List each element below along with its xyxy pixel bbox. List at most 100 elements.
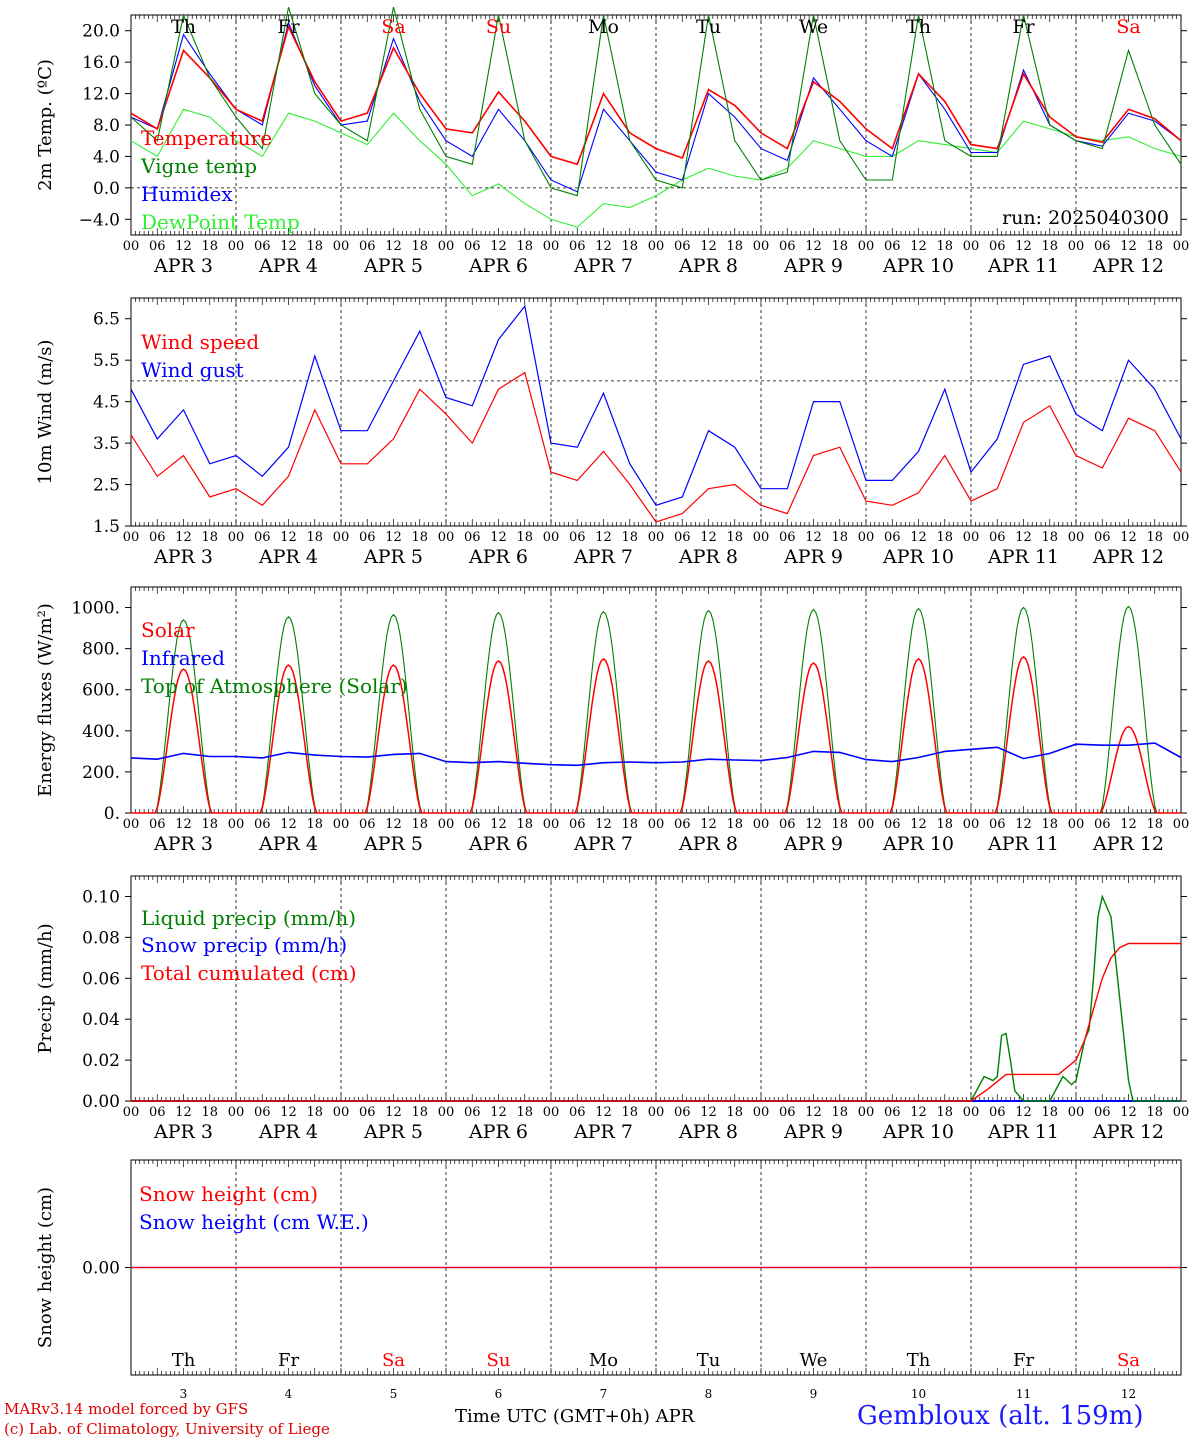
hour-tick-label: 06 xyxy=(674,239,691,254)
hour-tick-label: 18 xyxy=(726,530,743,545)
date-label: APR 8 xyxy=(678,255,738,277)
y-tick-label: 0.06 xyxy=(82,969,120,989)
date-label: APR 4 xyxy=(258,546,318,568)
series-line-wind-speed xyxy=(130,371,1182,523)
hour-tick-label: 00 xyxy=(753,817,770,832)
hour-tick-label: 06 xyxy=(149,530,166,545)
hour-tick-label: 12 xyxy=(385,817,402,832)
date-label: APR 12 xyxy=(1092,255,1164,277)
hour-tick-label: 06 xyxy=(1094,1105,1111,1120)
y-tick-label: 1000. xyxy=(71,599,120,619)
y-tick-label: 0.04 xyxy=(82,1010,120,1030)
hour-tick-label: 12 xyxy=(175,530,192,545)
hour-tick-label: 18 xyxy=(411,239,428,254)
weekday-label: Sa xyxy=(382,1350,405,1371)
hour-tick-label: 06 xyxy=(254,1105,271,1120)
hour-tick-label: 18 xyxy=(621,239,638,254)
legend-infrared: Infrared xyxy=(141,646,225,670)
hour-tick-label: 06 xyxy=(254,239,271,254)
y-tick-label: 2.5 xyxy=(93,476,120,496)
date-label: APR 5 xyxy=(363,255,423,277)
hour-tick-label: 00 xyxy=(543,239,560,254)
hour-tick-label: 06 xyxy=(569,1105,586,1120)
hour-tick-label: 12 xyxy=(1015,239,1032,254)
legend-vigne-temp: Vigne temp xyxy=(140,154,257,178)
hour-tick-label: 06 xyxy=(779,530,796,545)
series-line-total-cumulated-cm- xyxy=(131,942,1181,1102)
hour-tick-label: 00 xyxy=(438,530,455,545)
hour-tick-label: 12 xyxy=(1120,1105,1137,1120)
hour-tick-label: 06 xyxy=(1094,239,1111,254)
hour-tick-label: 00 xyxy=(228,239,245,254)
hour-tick-label: 12 xyxy=(700,530,717,545)
date-label: APR 12 xyxy=(1092,1121,1164,1143)
hour-tick-label: 00 xyxy=(228,530,245,545)
hour-tick-label: 12 xyxy=(700,239,717,254)
date-label: APR 3 xyxy=(153,255,213,277)
y-tick-label: 5.5 xyxy=(93,351,120,371)
hour-tick-label: 06 xyxy=(569,530,586,545)
series-line-infrared xyxy=(130,742,1182,767)
y-tick-label: 0.00 xyxy=(82,1092,120,1112)
hour-tick-label: 00 xyxy=(543,817,560,832)
y-tick-label: −4.0 xyxy=(79,210,120,230)
hour-tick-label: 18 xyxy=(516,817,533,832)
hour-tick-label: 18 xyxy=(306,1105,323,1120)
y-tick-label: 0.02 xyxy=(82,1051,120,1071)
date-label: APR 8 xyxy=(678,1121,738,1143)
series-line-vigne-temp xyxy=(130,6,1182,197)
hour-tick-label: 12 xyxy=(1120,530,1137,545)
hour-tick-label: 06 xyxy=(149,817,166,832)
hour-tick-label: 00 xyxy=(963,239,980,254)
hour-tick-label: 12 xyxy=(1015,1105,1032,1120)
hour-tick-label: 06 xyxy=(569,817,586,832)
hour-tick-label: 12 xyxy=(385,239,402,254)
hour-tick-label: 06 xyxy=(464,817,481,832)
y-tick-label: 3.5 xyxy=(93,434,120,454)
date-label: APR 7 xyxy=(573,1121,633,1143)
day-number-label: 7 xyxy=(600,1387,608,1401)
date-label: APR 8 xyxy=(678,833,738,855)
series-line-dewpoint-temp xyxy=(130,108,1182,228)
hour-tick-label: 00 xyxy=(963,1105,980,1120)
hour-tick-label: 12 xyxy=(175,817,192,832)
hour-tick-label: 18 xyxy=(306,239,323,254)
hour-tick-label: 18 xyxy=(201,817,218,832)
date-label: APR 10 xyxy=(882,833,954,855)
weekday-label: Sa xyxy=(1116,16,1140,38)
hour-tick-label: 06 xyxy=(779,1105,796,1120)
hour-tick-label: 00 xyxy=(333,530,350,545)
date-label: APR 6 xyxy=(468,833,528,855)
hour-tick-label: 00 xyxy=(753,239,770,254)
hour-tick-label: 06 xyxy=(674,530,691,545)
y-axis-label: 2m Temp. (ºC) xyxy=(35,59,56,191)
hour-tick-label: 06 xyxy=(359,530,376,545)
hour-tick-label: 06 xyxy=(989,239,1006,254)
model-credit: MARv3.14 model forced by GFS xyxy=(4,1400,249,1418)
hour-tick-label: 18 xyxy=(516,530,533,545)
hour-tick-label: 00 xyxy=(963,530,980,545)
hour-tick-label: 18 xyxy=(831,1105,848,1120)
hour-tick-label: 12 xyxy=(1015,817,1032,832)
hour-tick-label: 18 xyxy=(621,817,638,832)
hour-tick-label: 18 xyxy=(306,817,323,832)
hour-tick-label: 06 xyxy=(674,817,691,832)
y-tick-label: 16.0 xyxy=(82,53,120,73)
hour-tick-label: 12 xyxy=(910,530,927,545)
hour-tick-label: 00 xyxy=(1173,239,1190,254)
hour-tick-label: 12 xyxy=(805,239,822,254)
hour-tick-label: 18 xyxy=(831,530,848,545)
weekday-label: Sa xyxy=(381,16,405,38)
y-axis-label: 10m Wind (m/s) xyxy=(35,340,56,485)
weekday-label: Th xyxy=(907,1350,931,1371)
legend-solar: Solar xyxy=(141,618,195,642)
hour-tick-label: 00 xyxy=(438,817,455,832)
date-label: APR 3 xyxy=(153,833,213,855)
hour-tick-label: 00 xyxy=(333,239,350,254)
weekday-label: Th xyxy=(172,1350,196,1371)
hour-tick-label: 12 xyxy=(595,817,612,832)
date-label: APR 4 xyxy=(258,255,318,277)
hour-tick-label: 18 xyxy=(1041,817,1058,832)
y-tick-label: 0.10 xyxy=(82,887,120,907)
hour-tick-label: 18 xyxy=(201,530,218,545)
